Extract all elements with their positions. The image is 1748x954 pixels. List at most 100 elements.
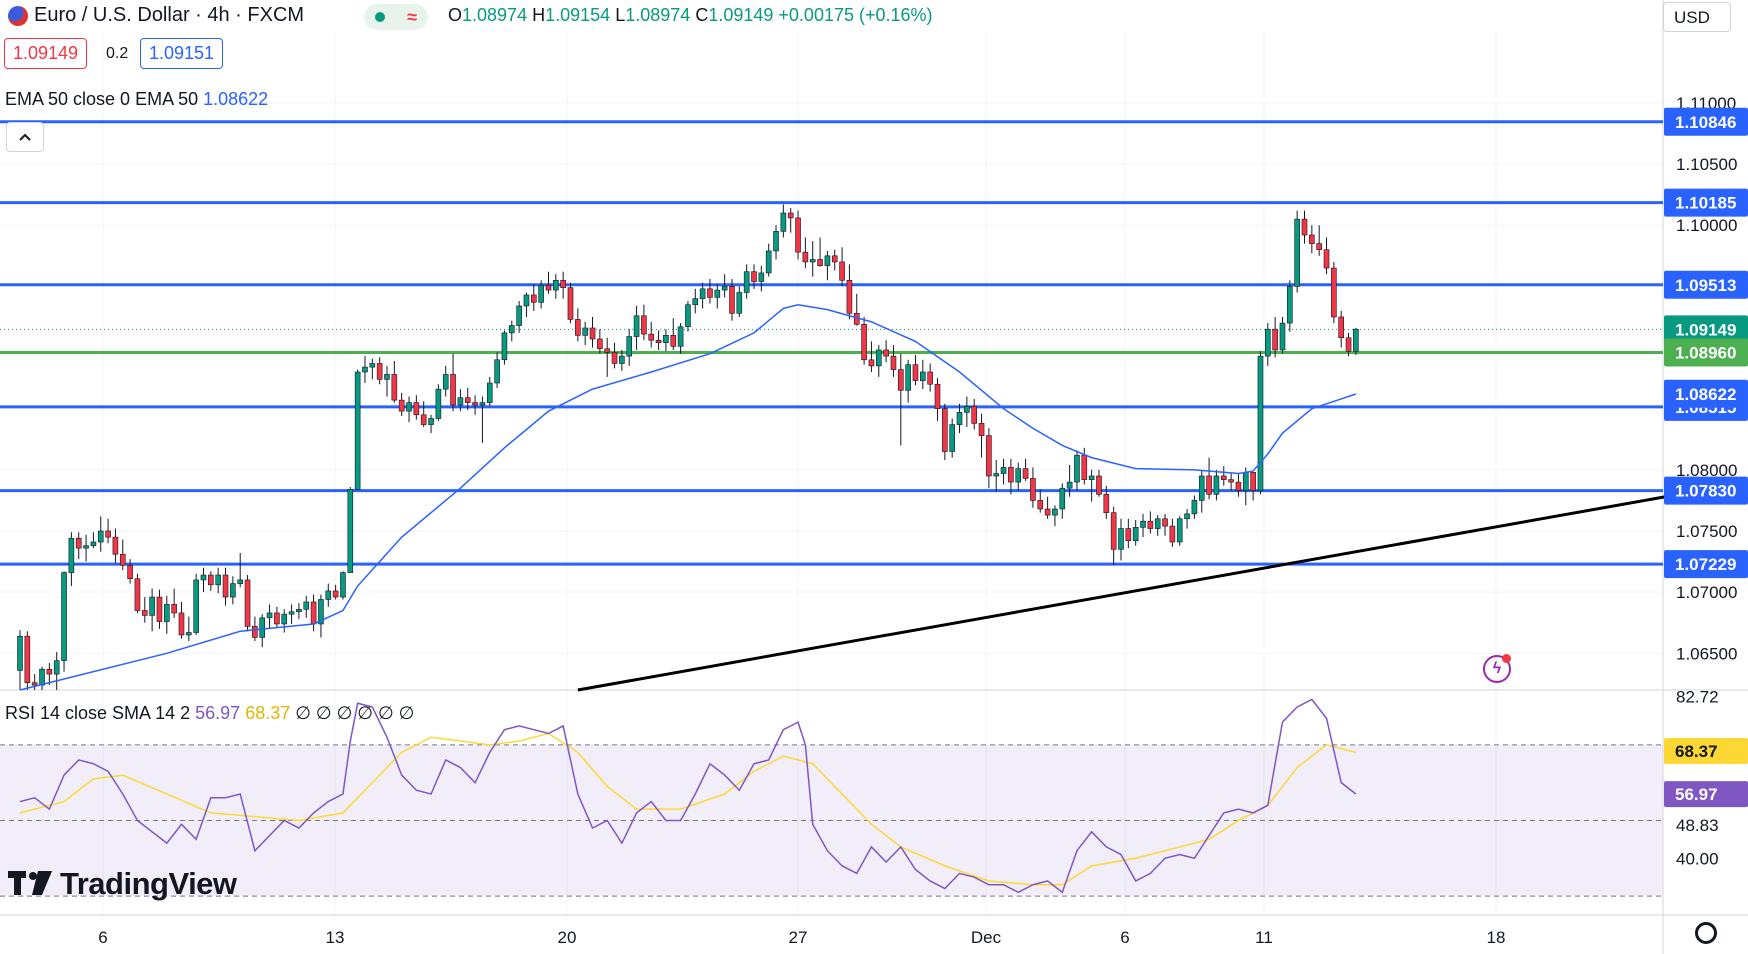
candle[interactable] <box>112 528 119 563</box>
candle[interactable] <box>773 225 779 260</box>
candle[interactable] <box>1294 210 1300 293</box>
candle[interactable] <box>31 674 38 690</box>
candle[interactable] <box>281 609 288 633</box>
candle[interactable] <box>692 288 699 314</box>
candle[interactable] <box>787 208 794 233</box>
candle[interactable] <box>861 316 867 365</box>
candle[interactable] <box>1088 469 1095 502</box>
candle[interactable] <box>259 614 266 648</box>
candle[interactable] <box>1191 495 1198 519</box>
candle[interactable] <box>641 304 647 341</box>
candle[interactable] <box>274 606 280 628</box>
candle[interactable] <box>244 575 251 632</box>
candle[interactable] <box>1008 458 1014 495</box>
candle[interactable] <box>1066 464 1073 497</box>
candle[interactable] <box>141 597 148 623</box>
candle[interactable] <box>171 588 177 618</box>
candle[interactable] <box>61 571 67 672</box>
candle[interactable] <box>1309 225 1315 254</box>
candle[interactable] <box>193 573 199 635</box>
candle[interactable] <box>795 210 801 260</box>
candle[interactable] <box>1265 323 1271 366</box>
candle[interactable] <box>839 247 845 287</box>
candle[interactable] <box>428 414 434 434</box>
candle[interactable] <box>457 389 464 412</box>
candle[interactable] <box>164 595 170 634</box>
candle[interactable] <box>890 345 897 377</box>
candle[interactable] <box>758 265 765 292</box>
rsi-line[interactable] <box>19 698 1357 894</box>
candle[interactable] <box>714 283 721 309</box>
candle[interactable] <box>589 316 596 348</box>
candle[interactable] <box>354 369 361 490</box>
candle[interactable] <box>1110 506 1117 566</box>
candle[interactable] <box>1198 469 1205 513</box>
candle[interactable] <box>853 293 860 326</box>
candle[interactable] <box>464 387 471 410</box>
market-status-pill[interactable]: ≈ <box>364 4 428 30</box>
candle[interactable] <box>824 250 831 281</box>
candle[interactable] <box>626 329 633 366</box>
candle[interactable] <box>369 358 376 380</box>
candle[interactable] <box>956 403 963 434</box>
candle[interactable] <box>530 283 537 311</box>
candle[interactable] <box>200 567 207 593</box>
candle[interactable] <box>105 518 111 544</box>
candle[interactable] <box>332 584 339 600</box>
candle[interactable] <box>633 305 640 350</box>
candle[interactable] <box>266 604 273 629</box>
candle[interactable] <box>1287 280 1293 332</box>
candle[interactable] <box>1331 261 1337 324</box>
candle[interactable] <box>127 559 133 584</box>
candle[interactable] <box>1125 518 1132 549</box>
candle[interactable] <box>971 398 978 430</box>
candle[interactable] <box>391 361 398 403</box>
candle[interactable] <box>303 595 310 618</box>
candle[interactable] <box>119 539 126 571</box>
candle[interactable] <box>24 631 31 690</box>
settings-gear-icon[interactable] <box>1695 922 1717 944</box>
candle[interactable] <box>1118 518 1124 561</box>
candle[interactable] <box>685 301 691 332</box>
candle[interactable] <box>230 576 236 605</box>
candle[interactable] <box>398 392 405 417</box>
candle[interactable] <box>347 486 354 573</box>
candle[interactable] <box>883 340 889 363</box>
candle[interactable] <box>39 666 45 690</box>
candle[interactable] <box>978 413 985 458</box>
candle[interactable] <box>1220 466 1227 486</box>
candle[interactable] <box>1316 225 1322 256</box>
candle[interactable] <box>897 353 904 446</box>
ema50-line[interactable] <box>19 303 1357 691</box>
candle[interactable] <box>1250 471 1256 501</box>
candle[interactable] <box>743 264 750 299</box>
candle[interactable] <box>450 353 456 412</box>
candle[interactable] <box>68 532 75 587</box>
candle[interactable] <box>912 354 919 386</box>
currency-selector[interactable]: USD <box>1663 2 1731 32</box>
candle[interactable] <box>927 363 933 392</box>
candle[interactable] <box>765 243 772 277</box>
candle[interactable] <box>501 330 508 365</box>
candle[interactable] <box>479 396 486 443</box>
candle[interactable] <box>1154 515 1161 536</box>
candle[interactable] <box>817 237 823 267</box>
candle[interactable] <box>707 279 713 304</box>
candle[interactable] <box>611 342 618 369</box>
candle[interactable] <box>648 321 655 348</box>
candle[interactable] <box>1345 332 1352 357</box>
candle[interactable] <box>134 573 141 613</box>
candle[interactable] <box>1272 316 1278 358</box>
candle[interactable] <box>1030 467 1036 508</box>
candle[interactable] <box>699 282 706 309</box>
candle[interactable] <box>809 241 816 277</box>
candle[interactable] <box>1000 458 1007 485</box>
trendline[interactable] <box>577 474 1748 692</box>
candle[interactable] <box>318 594 324 638</box>
candle[interactable] <box>670 318 677 350</box>
symbol-title[interactable]: Euro / U.S. Dollar · 4h · FXCM <box>34 4 305 26</box>
sell-price-button[interactable]: 1.09149 <box>4 38 88 69</box>
candle[interactable] <box>472 395 478 415</box>
candle[interactable] <box>1169 518 1176 547</box>
